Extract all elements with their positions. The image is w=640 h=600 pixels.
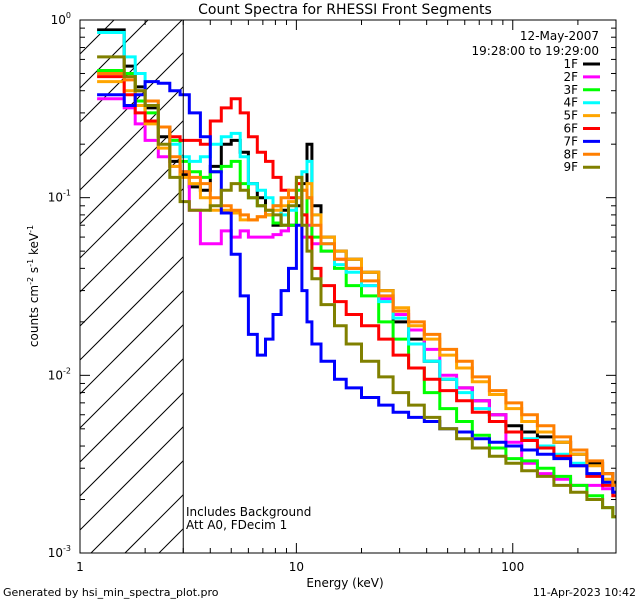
y-tick-label: 10-1: [48, 189, 71, 205]
legend-label-4F: 4F: [563, 96, 578, 110]
attenuator-hatch-region: [80, 20, 184, 553]
timestamp-label: 11-Apr-2023 10:42: [533, 586, 636, 599]
hatch-line: [80, 426, 184, 531]
x-tick-label: 100: [501, 560, 524, 574]
legend-label-3F: 3F: [563, 83, 578, 97]
series-line-8F: [97, 72, 616, 487]
x-axis-label: Energy (keV): [306, 576, 383, 590]
hatch-line: [80, 290, 184, 395]
x-tick-label: 1: [76, 560, 84, 574]
x-tick-label: 10: [289, 560, 304, 574]
y-tick-label: 10-2: [48, 366, 71, 382]
annotation-background: Includes Background: [186, 505, 311, 519]
hatch-line: [80, 20, 149, 89]
legend-label-9F: 9F: [563, 160, 578, 174]
hatch-line: [90, 460, 184, 553]
legend-label-7F: 7F: [563, 134, 578, 148]
hatch-line: [80, 222, 184, 327]
legend-label-5F: 5F: [563, 109, 578, 123]
legend-label-6F: 6F: [563, 122, 578, 136]
annotation-attenuator: Att A0, FDecim 1: [186, 518, 287, 532]
legend-label-8F: 8F: [563, 147, 578, 161]
date-label: 12-May-2007: [520, 29, 599, 43]
hatch-line: [80, 358, 184, 463]
y-tick-label: 10-3: [48, 544, 71, 560]
hatch-line: [80, 188, 184, 293]
hatch-line: [80, 154, 184, 259]
hatch-line: [80, 256, 184, 361]
hatch-line: [158, 528, 184, 553]
hatch-line: [124, 494, 184, 553]
hatch-line: [80, 20, 115, 55]
hatch-line: [80, 392, 184, 497]
y-tick-label: 100: [51, 11, 71, 27]
hatch-line: [80, 20, 183, 123]
plot-frame: [79, 19, 617, 554]
hatch-line: [80, 324, 184, 429]
legend-label-2F: 2F: [563, 70, 578, 84]
series-line-9F: [97, 55, 616, 519]
legend-label-1F: 1F: [563, 57, 578, 71]
series-layer: [97, 28, 616, 519]
series-line-7F: [97, 80, 616, 494]
hatch-line: [80, 86, 184, 191]
series-line-6F: [97, 75, 616, 498]
generated-by-label: Generated by hsi_min_spectra_plot.pro: [3, 586, 219, 599]
y-axis-label: counts cm-2 s-1 keV-1: [26, 225, 41, 347]
time-range-label: 19:28:00 to 19:29:00: [472, 44, 599, 58]
chart-title: Count Spectra for RHESSI Front Segments: [198, 2, 492, 18]
